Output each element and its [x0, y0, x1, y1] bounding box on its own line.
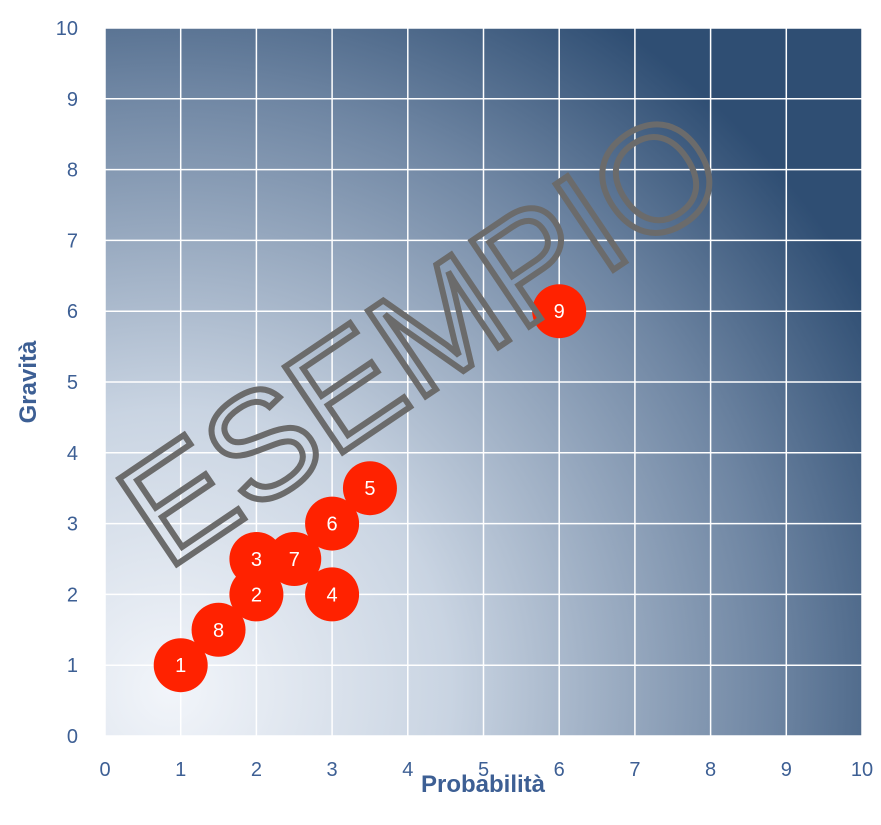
x-tick-label: 2 — [251, 759, 262, 781]
risk-point-label: 2 — [251, 584, 262, 606]
x-tick-label: 8 — [705, 759, 716, 781]
y-tick-label: 2 — [67, 584, 78, 606]
risk-point-marker — [342, 461, 397, 516]
risk-point-label: 5 — [364, 478, 375, 500]
x-tick-label: 5 — [478, 759, 489, 781]
y-tick-label: 10 — [56, 18, 78, 40]
risk-point-label: 3 — [251, 549, 262, 571]
y-tick-label: 4 — [67, 443, 78, 465]
risk-point-6: 6 — [305, 496, 360, 551]
risk-point-5: 5 — [342, 461, 397, 516]
risk-point-marker — [532, 284, 587, 339]
x-axis-ticks: 0 1 2 3 4 5 6 7 8 9 10 — [99, 759, 873, 781]
x-axis-title: Probabilità — [421, 771, 546, 798]
y-axis-title: Gravità — [15, 340, 42, 423]
risk-point-label: 8 — [213, 620, 224, 642]
grid-lines — [104, 27, 863, 737]
y-tick-label: 5 — [67, 372, 78, 394]
risk-point-7: 7 — [267, 532, 322, 586]
risk-point-4: 4 — [305, 567, 360, 622]
x-tick-label: 4 — [402, 759, 413, 781]
risk-point-marker — [229, 532, 284, 586]
x-tick-label: 6 — [554, 759, 565, 781]
risk-point-marker — [153, 638, 208, 693]
risk-point-label: 4 — [327, 584, 338, 606]
risk-point-1: 1 — [153, 638, 208, 693]
risk-point-label: 9 — [554, 301, 565, 323]
data-points: 1 2 3 4 5 6 7 8 9 — [153, 284, 587, 693]
y-tick-label: 8 — [67, 160, 78, 182]
x-tick-label: 9 — [781, 759, 792, 781]
y-axis-ticks: 0 1 2 3 4 5 6 7 8 9 10 — [56, 18, 78, 748]
risk-point-3: 3 — [229, 532, 284, 586]
risk-point-label: 1 — [175, 655, 186, 677]
risk-point-marker — [305, 567, 360, 622]
risk-point-label: 6 — [327, 514, 338, 536]
x-tick-label: 0 — [99, 759, 110, 781]
x-tick-label: 10 — [851, 759, 873, 781]
risk-point-marker — [191, 602, 246, 657]
risk-point-9: 9 — [532, 284, 587, 339]
risk-point-marker — [267, 532, 322, 586]
y-tick-label: 9 — [67, 89, 78, 111]
x-tick-label: 7 — [629, 759, 640, 781]
x-tick-label: 3 — [327, 759, 338, 781]
risk-point-label: 7 — [289, 549, 300, 571]
y-tick-label: 6 — [67, 301, 78, 323]
y-tick-label: 0 — [67, 726, 78, 748]
risk-point-marker — [305, 496, 360, 551]
x-tick-label: 1 — [175, 759, 186, 781]
y-tick-label: 1 — [67, 655, 78, 677]
y-tick-label: 7 — [67, 230, 78, 252]
risk-point-8: 8 — [191, 602, 246, 657]
y-tick-label: 3 — [67, 514, 78, 536]
